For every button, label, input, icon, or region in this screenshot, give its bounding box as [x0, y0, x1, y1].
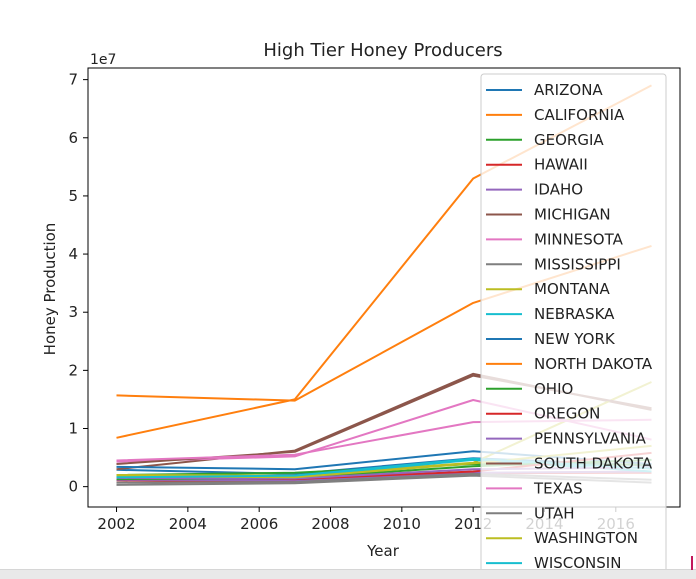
legend-label: TEXAS [533, 479, 583, 497]
axes-frame [87, 67, 681, 508]
legend-label: IDAHO [534, 181, 583, 199]
legend-label: MINNESOTA [534, 230, 624, 248]
x-tick-label: 2002 [97, 515, 135, 533]
legend-label: MICHIGAN [534, 206, 611, 224]
y-tick-label: 6 [68, 129, 78, 147]
y-tick-label: 1 [68, 420, 78, 438]
y-tick-label: 0 [68, 478, 78, 496]
y-tick-label: 4 [68, 245, 78, 263]
x-tick-label: 2006 [240, 515, 278, 533]
legend-label: OHIO [534, 380, 573, 398]
window-bottom-bar [0, 569, 696, 579]
x-tick-label: 2004 [169, 515, 207, 533]
legend-label: ARIZONA [534, 81, 603, 99]
y-tick-label: 3 [68, 303, 78, 321]
legend-label: HAWAII [534, 156, 588, 174]
legend-label: PENNSYLVANIA [534, 430, 647, 448]
legend-label: GEORGIA [534, 131, 604, 149]
y-tick-label: 5 [68, 187, 78, 205]
y-tick-label: 2 [68, 361, 78, 379]
legend-label: SOUTH DAKOTA [534, 455, 653, 473]
corner-marker [691, 556, 693, 570]
legend-box [480, 73, 667, 575]
x-axis-label: Year [366, 542, 400, 560]
y-offset-label: 1e7 [90, 52, 116, 68]
chart-title: High Tier Honey Producers [263, 40, 502, 61]
legend-label: UTAH [534, 504, 575, 522]
legend-label: NORTH DAKOTA [534, 355, 653, 373]
legend-label: CALIFORNIA [534, 106, 625, 124]
legend-label: OREGON [534, 405, 600, 423]
legend-label: NEBRASKA [534, 305, 615, 323]
y-tick-label: 7 [68, 71, 78, 89]
legend: ARIZONA CALIFORNIA GEORGIA HAWAII IDAHO MICHI… [480, 73, 667, 575]
legend-label: WASHINGTON [534, 529, 638, 547]
legend-label: WISCONSIN [534, 554, 621, 572]
x-tick-label: 2008 [311, 515, 349, 533]
y-axis-label: Honey Production [41, 223, 59, 356]
x-tick-label: 2010 [383, 515, 421, 533]
legend-label: MISSISSIPPI [534, 255, 621, 273]
legend-label: NEW YORK [534, 330, 616, 348]
legend-label: MONTANA [534, 280, 610, 298]
